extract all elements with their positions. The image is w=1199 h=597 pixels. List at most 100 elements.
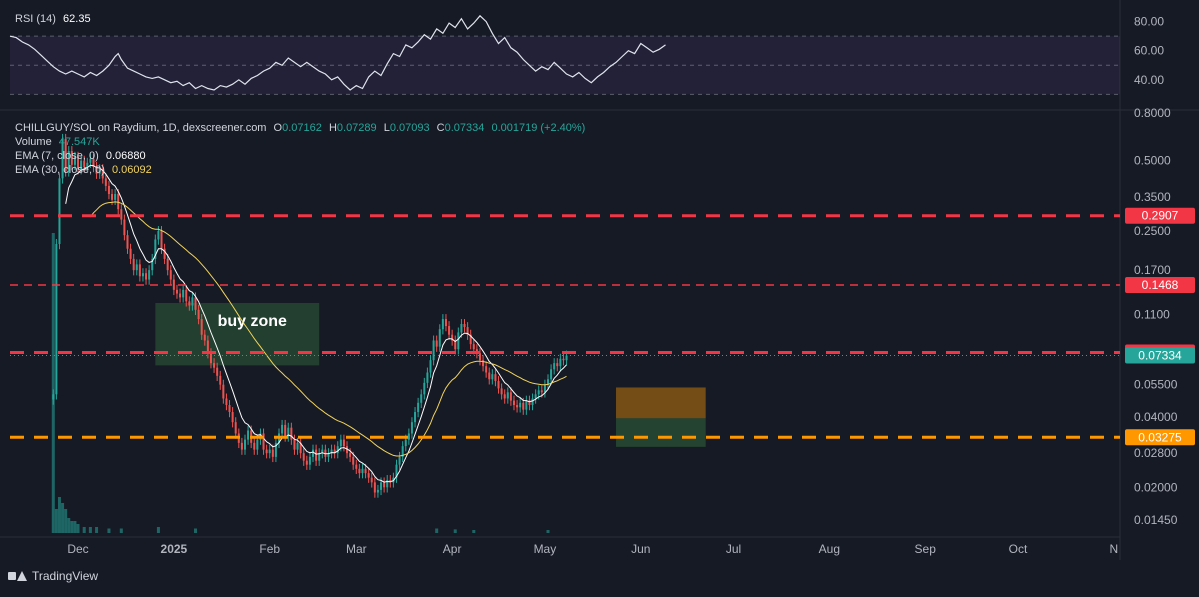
candle-body (469, 334, 472, 345)
candle-body (206, 340, 209, 354)
candle-body (290, 427, 293, 440)
candle-body (426, 372, 429, 383)
candle-body (451, 334, 454, 341)
candle-body (417, 402, 420, 413)
candle-body (429, 360, 432, 373)
candle-body (225, 398, 228, 406)
candle-body (537, 390, 540, 395)
candle-body (352, 456, 355, 465)
candle-body (389, 479, 392, 483)
time-tick-label: Sep (915, 542, 937, 556)
candle-body (367, 473, 370, 478)
candle-body (364, 468, 367, 474)
symbol-title[interactable]: CHILLGUY/SOL on Raydium, 1D, dexscreener… (15, 122, 267, 134)
candle-body (148, 270, 151, 280)
ema30-label: EMA (30, close, 0) (15, 164, 105, 176)
level-price-label: 0.1468 (1142, 278, 1179, 292)
ema7-line (65, 164, 567, 483)
candle-body (485, 366, 488, 373)
candle-body (247, 430, 250, 440)
tradingview-brand[interactable]: TradingView (8, 569, 98, 583)
candle-body (441, 319, 444, 330)
candle-body (175, 289, 178, 294)
candle-body (376, 489, 379, 493)
candle-body (333, 449, 336, 454)
candle-body (228, 405, 231, 413)
candle-body (296, 442, 299, 450)
candle-body (179, 293, 182, 298)
price-tick-label: 0.05500 (1134, 378, 1178, 392)
rsi-tick-label: 40.00 (1134, 73, 1164, 87)
tradingview-logo-icon (8, 570, 27, 582)
candle-body (472, 344, 475, 350)
candle-body (299, 442, 302, 454)
candle-body (482, 360, 485, 367)
candle-body (80, 160, 83, 170)
time-tick-label: Jul (726, 542, 741, 556)
close-value: 0.07334 (444, 122, 485, 134)
candle-body (327, 453, 330, 457)
rsi-legend: RSI (14) 62.35 (15, 12, 95, 26)
volume-bar (54, 509, 58, 533)
candle-body (398, 456, 401, 465)
candle-body (240, 442, 243, 450)
candle-body (562, 358, 565, 361)
low-value: 0.07093 (389, 122, 430, 134)
level-price-tag (1125, 277, 1195, 294)
candle-body (287, 427, 290, 437)
candle-body (525, 400, 528, 410)
candle-body (318, 453, 321, 461)
candle-body (191, 297, 194, 306)
time-tick-label: Mar (346, 542, 367, 556)
candle-body (395, 464, 398, 478)
candle-body (231, 412, 234, 423)
change-value: 0.001719 (+2.40%) (491, 122, 586, 134)
volume-bar (435, 528, 439, 533)
rsi-value: 62.35 (63, 13, 91, 25)
candle-body (500, 388, 503, 395)
candle-body (420, 394, 423, 403)
candle-body (383, 482, 386, 488)
price-tick-label: 0.1700 (1134, 263, 1171, 277)
candle-body (404, 439, 407, 447)
candle-body (271, 449, 274, 457)
candle-body (55, 243, 58, 395)
candle-body (370, 477, 373, 483)
high-value: 0.07289 (336, 122, 377, 134)
open-label: O (273, 122, 283, 134)
candle-body (203, 334, 206, 341)
candle-body (330, 449, 333, 454)
candle-body (92, 158, 95, 167)
high-label: H (328, 122, 337, 134)
time-tick-label: 2025 (161, 542, 188, 556)
candle-body (414, 412, 417, 423)
volume-bar (194, 528, 198, 533)
time-tick-label: Jun (631, 542, 650, 556)
candle-body (132, 258, 135, 271)
candle-body (234, 422, 237, 434)
time-tick-label: Aug (819, 542, 840, 556)
candle-body (522, 402, 525, 410)
candle-body (135, 264, 138, 271)
price-tick-label: 0.04000 (1134, 410, 1178, 424)
candle-body (145, 273, 148, 280)
time-tick-label: Feb (259, 542, 280, 556)
volume-bar (95, 527, 99, 533)
candle-body (141, 273, 144, 277)
candle-body (432, 340, 435, 361)
rsi-line (9, 14, 666, 91)
ema30-legend: EMA (30, close, 0) 0.06092 (15, 163, 156, 177)
candle-body (410, 422, 413, 434)
volume-bar (453, 529, 457, 533)
rsi-tick-label: 80.00 (1134, 15, 1164, 29)
volume-bar (73, 521, 77, 533)
candle-body (448, 326, 451, 335)
volume-bar (88, 527, 92, 533)
candle-body (243, 439, 246, 450)
candle-body (83, 160, 86, 167)
candle-body (516, 405, 519, 408)
candle-body (494, 374, 497, 382)
